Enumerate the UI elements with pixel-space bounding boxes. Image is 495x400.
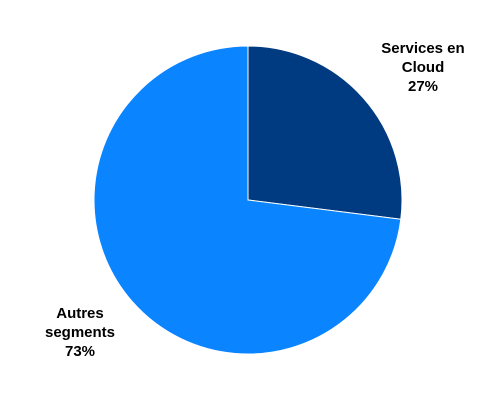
slice-label-line: Autres [56,305,104,322]
slice-label-line: Services en [381,40,465,57]
pie-slice-services-en-cloud [247,45,403,220]
slice-label-autres-segments: Autres segments 73% [5,304,155,361]
slice-percent-label: 73% [64,343,96,360]
slice-label-line: segments [44,324,116,341]
slice-percent-label: 27% [407,78,439,95]
slice-label-line: Cloud [401,59,445,76]
slice-label-services-en-cloud: Services en Cloud 27% [348,39,495,96]
pie-slice-autres-segments [93,45,402,355]
